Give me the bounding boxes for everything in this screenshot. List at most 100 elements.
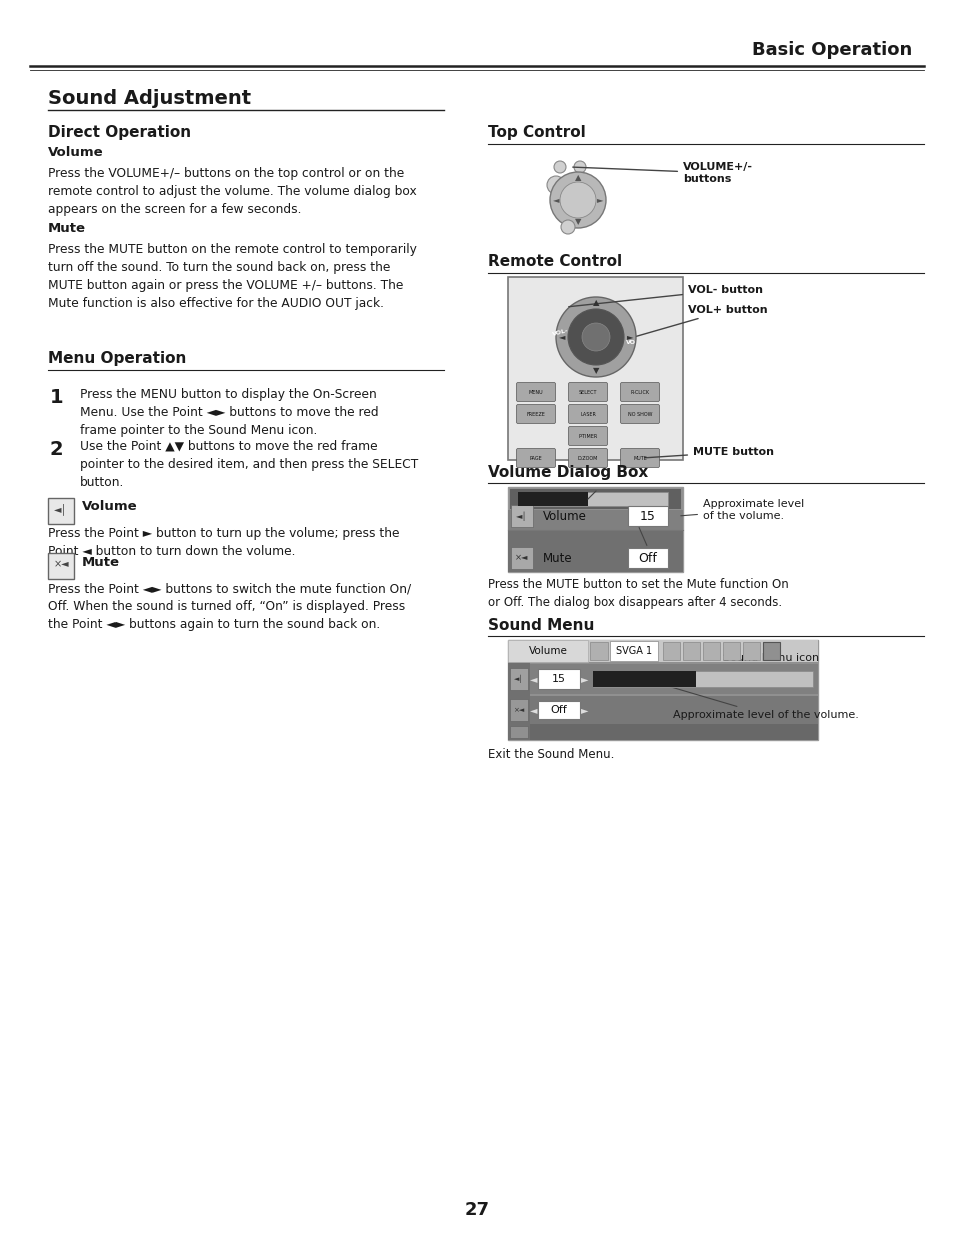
- Text: Volume: Volume: [82, 500, 137, 514]
- Bar: [627, 506, 667, 526]
- Text: Sound Menu: Sound Menu: [488, 618, 594, 632]
- Bar: [507, 510, 682, 530]
- Text: VO: VO: [625, 340, 636, 345]
- Text: ►: ►: [580, 674, 588, 684]
- Bar: [48, 498, 74, 524]
- Bar: [507, 640, 817, 662]
- Text: Top Control: Top Control: [488, 125, 585, 140]
- Text: ◄│: ◄│: [514, 674, 523, 683]
- Text: ▼: ▼: [592, 367, 598, 375]
- Bar: [593, 671, 812, 687]
- Text: VOL+ button: VOL+ button: [636, 305, 767, 336]
- Circle shape: [546, 177, 564, 194]
- Text: FREEZE: FREEZE: [526, 411, 545, 416]
- Circle shape: [554, 161, 565, 173]
- Text: Volume Dialog Box: Volume Dialog Box: [488, 464, 648, 479]
- FancyBboxPatch shape: [619, 405, 659, 424]
- Text: 15: 15: [552, 674, 565, 684]
- Text: NO SHOW: NO SHOW: [627, 411, 652, 416]
- Bar: [48, 553, 74, 579]
- Text: ×◄: ×◄: [53, 559, 69, 569]
- FancyBboxPatch shape: [516, 405, 555, 424]
- Text: MENU: MENU: [528, 389, 543, 394]
- Text: ◄: ◄: [530, 705, 537, 715]
- Text: ►: ►: [597, 195, 602, 205]
- Circle shape: [567, 309, 623, 366]
- Text: Press the MENU button to display the On-Screen
Menu. Use the Point ◄► buttons to: Press the MENU button to display the On-…: [80, 388, 378, 437]
- Text: Press the MUTE button to set the Mute function On
or Off. The dialog box disappe: Press the MUTE button to set the Mute fu…: [488, 578, 788, 609]
- Bar: [507, 277, 682, 459]
- Circle shape: [574, 177, 592, 194]
- Text: LASER: LASER: [579, 411, 596, 416]
- Text: Press the MUTE button on the remote control to temporarily
turn off the sound. T: Press the MUTE button on the remote cont…: [48, 243, 416, 310]
- Circle shape: [560, 220, 575, 233]
- Bar: [762, 642, 780, 659]
- Bar: [762, 642, 780, 659]
- Text: 15: 15: [639, 510, 656, 522]
- Text: P-TIMER: P-TIMER: [578, 433, 597, 438]
- Text: PAGE: PAGE: [529, 456, 542, 461]
- Text: Sound Adjustment: Sound Adjustment: [48, 89, 251, 107]
- Text: Volume: Volume: [48, 147, 104, 159]
- Circle shape: [550, 172, 605, 228]
- Text: ◄: ◄: [552, 195, 558, 205]
- Text: Remote Control: Remote Control: [488, 254, 621, 269]
- Text: Basic Operation: Basic Operation: [751, 41, 911, 59]
- Bar: [511, 505, 533, 527]
- Text: Press the Point ► button to turn up the volume; press the
Point ◄ button to turn: Press the Point ► button to turn up the …: [48, 527, 399, 558]
- Bar: [682, 642, 700, 659]
- Text: VOL-: VOL-: [552, 327, 569, 337]
- Text: R-CLICK: R-CLICK: [630, 389, 649, 394]
- Circle shape: [559, 182, 596, 219]
- Text: 1: 1: [50, 388, 64, 408]
- Text: ◄: ◄: [530, 674, 537, 684]
- Bar: [507, 640, 817, 740]
- Text: ◄│: ◄│: [516, 511, 527, 521]
- FancyBboxPatch shape: [619, 448, 659, 468]
- Bar: [609, 641, 658, 661]
- Text: Exit the Sound Menu.: Exit the Sound Menu.: [488, 748, 614, 761]
- Text: SELECT: SELECT: [578, 389, 597, 394]
- Circle shape: [581, 324, 609, 351]
- Text: ▲: ▲: [592, 299, 598, 308]
- Text: ▼: ▼: [574, 217, 580, 226]
- Bar: [593, 671, 696, 687]
- Text: ◄│: ◄│: [54, 503, 68, 515]
- Text: 2: 2: [50, 440, 64, 459]
- Text: VOLUME+/-
buttons: VOLUME+/- buttons: [572, 162, 752, 184]
- Text: VOL- button: VOL- button: [568, 285, 762, 306]
- Bar: [510, 726, 527, 739]
- Bar: [507, 530, 682, 572]
- FancyBboxPatch shape: [516, 383, 555, 401]
- Text: SVGA 1: SVGA 1: [616, 646, 652, 656]
- Circle shape: [556, 296, 636, 377]
- FancyBboxPatch shape: [568, 426, 607, 446]
- Bar: [510, 699, 527, 721]
- Text: Off: Off: [550, 705, 567, 715]
- Bar: [530, 724, 817, 740]
- Bar: [507, 640, 587, 662]
- FancyBboxPatch shape: [516, 448, 555, 468]
- Bar: [517, 492, 667, 506]
- Text: D.ZOOM: D.ZOOM: [578, 456, 598, 461]
- Text: MUTE button: MUTE button: [644, 447, 773, 458]
- Bar: [537, 701, 579, 719]
- Text: 27: 27: [464, 1200, 489, 1219]
- Bar: [530, 697, 817, 724]
- Bar: [537, 669, 579, 689]
- Text: Direct Operation: Direct Operation: [48, 125, 191, 140]
- Text: Approximate level of the volume.: Approximate level of the volume.: [646, 679, 858, 720]
- Text: Sound Menu icon: Sound Menu icon: [722, 653, 819, 663]
- Text: Use the Point ▲▼ buttons to move the red frame
pointer to the desired item, and : Use the Point ▲▼ buttons to move the red…: [80, 440, 417, 489]
- Bar: [507, 487, 682, 572]
- Text: Menu Operation: Menu Operation: [48, 351, 186, 366]
- Bar: [510, 489, 680, 509]
- Text: ►: ►: [580, 705, 588, 715]
- Text: Off: Off: [638, 552, 657, 564]
- Bar: [507, 662, 530, 740]
- Text: Approximate level
of the volume.: Approximate level of the volume.: [680, 499, 803, 521]
- Circle shape: [574, 161, 585, 173]
- Text: Press the VOLUME+/– buttons on the top control or on the
remote control to adjus: Press the VOLUME+/– buttons on the top c…: [48, 167, 416, 216]
- Bar: [742, 642, 760, 659]
- Text: ◄: ◄: [558, 332, 565, 342]
